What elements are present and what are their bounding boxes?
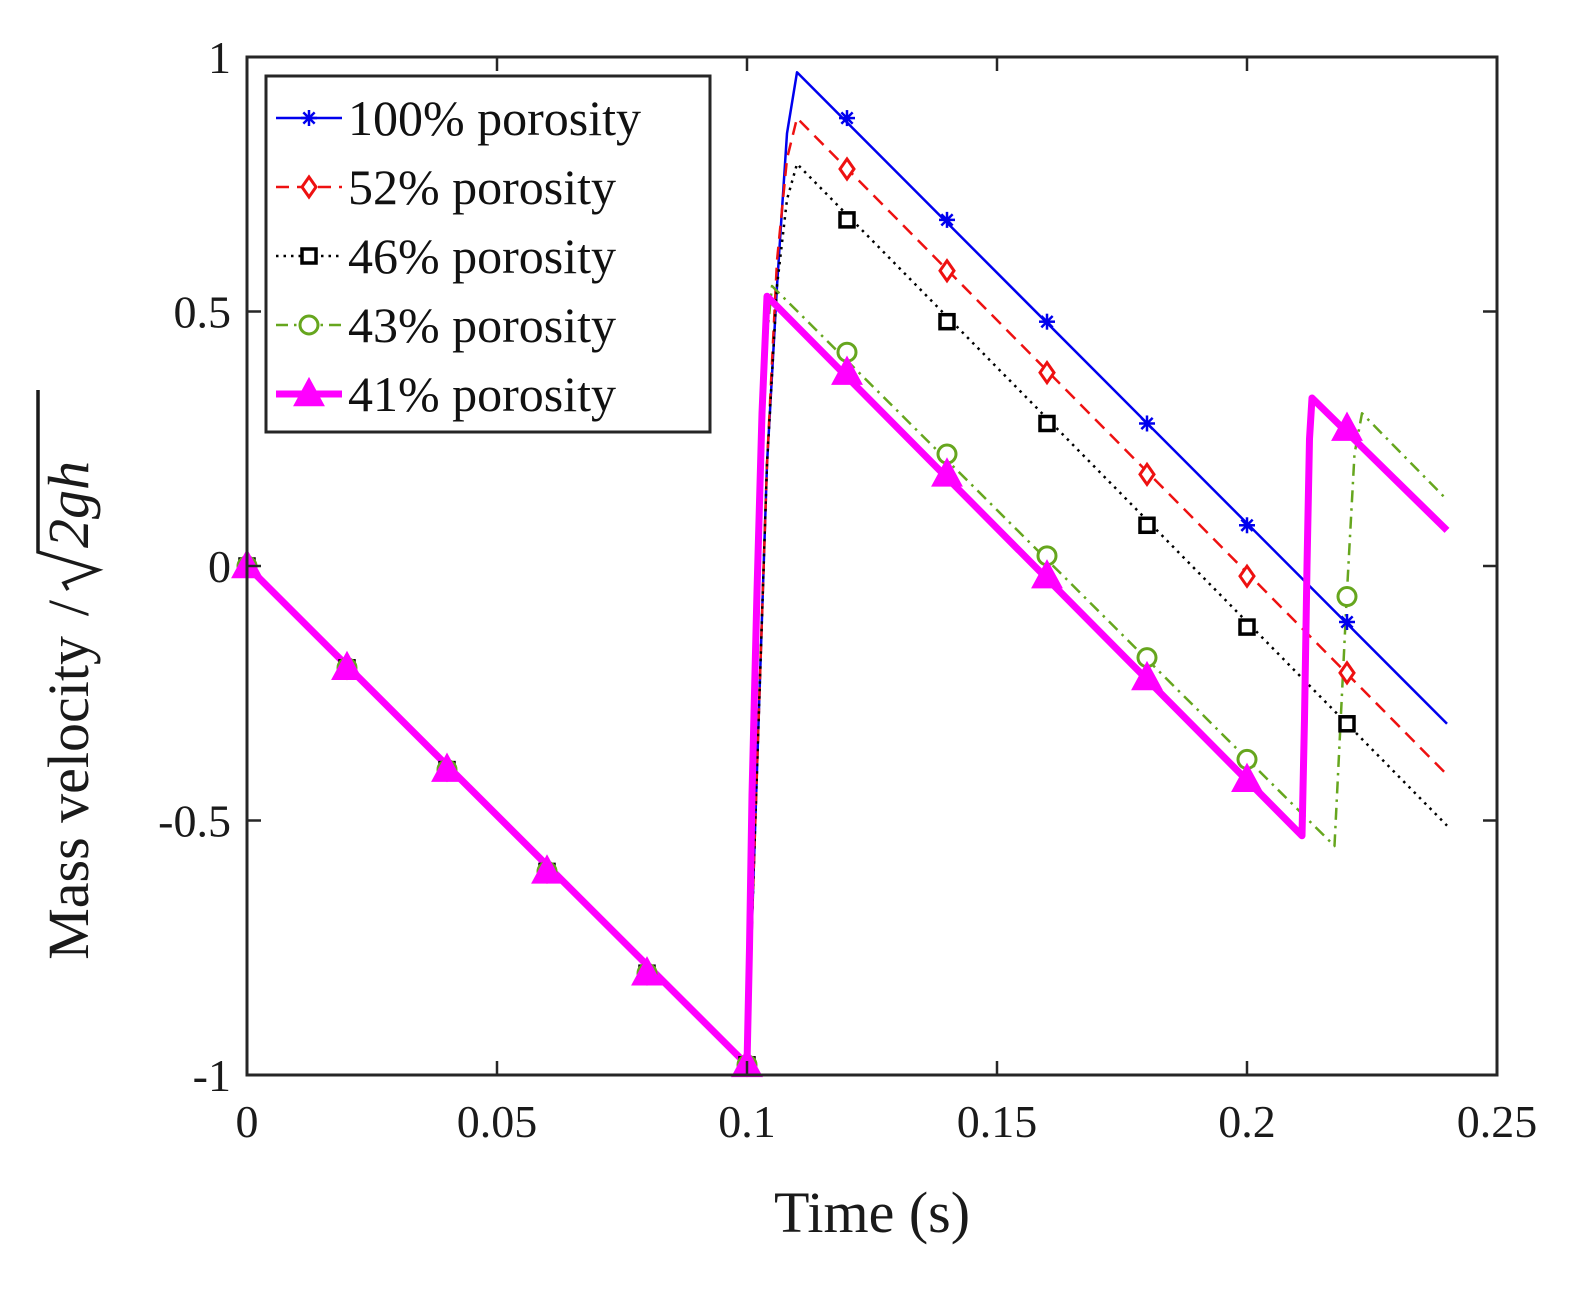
series-3-marker-10 xyxy=(1138,516,1156,535)
sqrt-radical-icon xyxy=(36,390,104,591)
legend-entry-4: 43% porosity xyxy=(276,297,616,353)
series-3-marker-11 xyxy=(1238,618,1256,636)
legend-marker-1 xyxy=(301,110,317,126)
legend-label-4: 43% porosity xyxy=(348,297,616,353)
y-tick-label-2: -0.5 xyxy=(158,796,231,847)
x-tick-label-3: 0.1 xyxy=(718,1096,776,1147)
legend-label-3: 46% porosity xyxy=(348,228,616,284)
series-5-marker-4 xyxy=(531,854,563,884)
x-tick-label-4: 0.15 xyxy=(957,1096,1038,1147)
series-2-marker-12 xyxy=(1338,660,1356,686)
series-5-marker-5 xyxy=(631,956,663,986)
series-2-marker-7 xyxy=(838,156,856,182)
legend-label-2: 52% porosity xyxy=(348,159,616,215)
y-tick-label-3: 0 xyxy=(208,541,231,592)
y-tick-label-4: 0.5 xyxy=(174,287,232,338)
series-layer xyxy=(244,71,1450,1069)
tick-layer: 0 0.05 0.1 0.15 0.2 0.25 -1 -0.5 0 0.5 1 xyxy=(158,32,1537,1147)
legend-marker-5 xyxy=(293,376,325,407)
legend-box xyxy=(264,74,712,434)
legend-marker-4 xyxy=(298,314,320,336)
series-4-marker-12 xyxy=(1336,586,1358,608)
legend-entry-1: 100% porosity xyxy=(276,90,641,146)
y-axis-title-radicand: 2gh xyxy=(36,461,101,548)
series-2-marker-9 xyxy=(1038,359,1056,386)
series-2-marker-8 xyxy=(938,258,956,284)
series-3-marker-12 xyxy=(1338,715,1356,733)
series-1-marker-7 xyxy=(839,110,855,127)
legend-entry-3: 46% porosity xyxy=(276,228,616,284)
series-5-marker-11 xyxy=(1231,762,1263,793)
x-axis-title: Time (s) xyxy=(774,1180,970,1245)
series-5-marker-12 xyxy=(1331,411,1363,441)
plot-frame xyxy=(245,55,1499,1077)
legend-label-5: 41% porosity xyxy=(348,366,616,422)
legend: 100% porosity 52% porosity 46% porosity 43%… xyxy=(264,74,712,434)
y-tick-label-1: -1 xyxy=(193,1050,231,1101)
series-line-5 xyxy=(244,292,1450,1069)
x-tick-label-5: 0.2 xyxy=(1218,1096,1276,1147)
series-5-marker-9 xyxy=(1031,559,1063,589)
legend-entry-2: 52% porosity xyxy=(276,159,616,215)
legend-label-1: 100% porosity xyxy=(348,90,641,146)
series-5-marker-8 xyxy=(931,457,963,487)
series-3-marker-9 xyxy=(1038,414,1056,433)
x-tick-label-6: 0.25 xyxy=(1457,1096,1538,1147)
y-axis-title-text: Mass velocity xyxy=(36,636,101,960)
series-3-marker-7 xyxy=(838,211,856,229)
series-2-marker-10 xyxy=(1138,461,1156,487)
series-1-marker-10 xyxy=(1139,415,1155,432)
legend-entry-5: 41% porosity xyxy=(276,366,616,422)
legend-marker-3 xyxy=(300,247,318,265)
series-1-marker-9 xyxy=(1039,313,1055,330)
y-tick-label-5: 1 xyxy=(208,32,231,83)
series-1-marker-12 xyxy=(1339,613,1355,630)
series-5-marker-10 xyxy=(1131,660,1163,691)
y-axis-title: Mass velocity / 2gh xyxy=(36,390,104,960)
y-axis-title-slash: / xyxy=(36,599,101,616)
legend-marker-2 xyxy=(300,174,318,200)
series-1-marker-8 xyxy=(939,211,955,228)
series-5-marker-7 xyxy=(831,355,863,385)
series-3-marker-8 xyxy=(938,312,956,331)
series-1-marker-11 xyxy=(1239,517,1255,534)
series-5-marker-2 xyxy=(331,650,363,681)
x-tick-label-1: 0 xyxy=(236,1096,259,1147)
x-tick-label-2: 0.05 xyxy=(457,1096,538,1147)
series-2-marker-11 xyxy=(1238,563,1256,589)
series-5-marker-3 xyxy=(431,752,463,782)
